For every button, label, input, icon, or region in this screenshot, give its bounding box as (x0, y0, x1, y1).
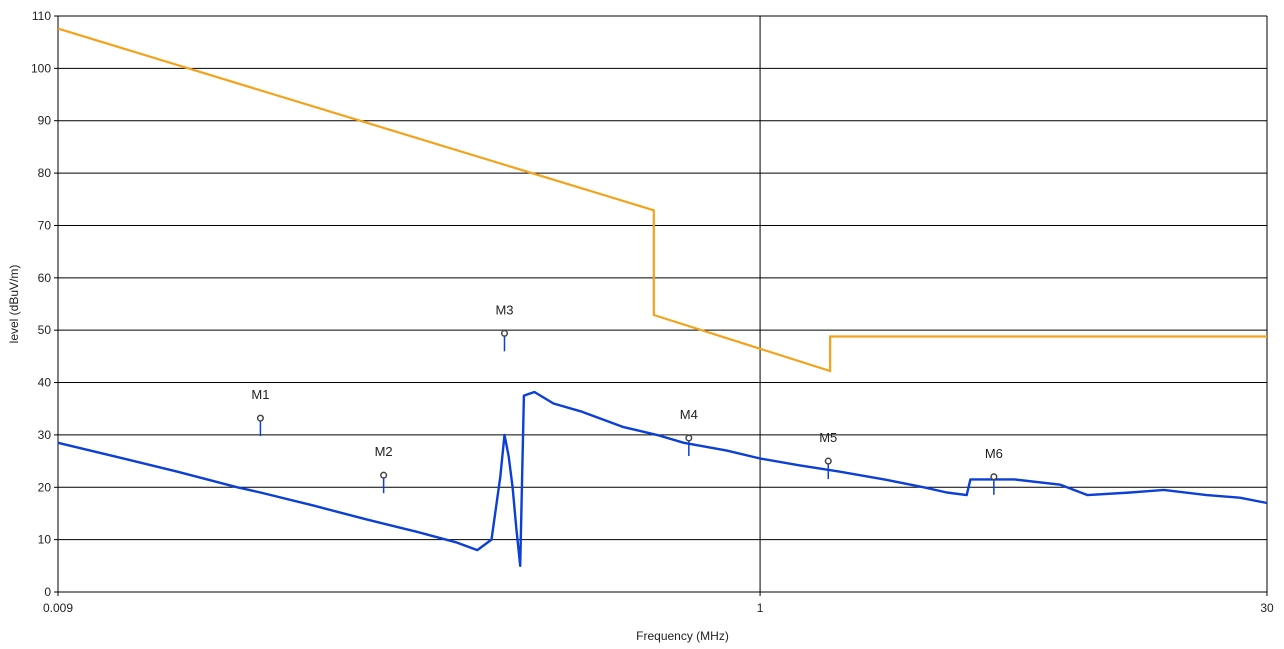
y-tick-label: 110 (32, 9, 51, 23)
x-tick-label: 0.009 (43, 601, 73, 615)
y-tick-label: 50 (38, 323, 52, 337)
marker-label: M2 (375, 444, 393, 459)
marker-dot (256, 414, 264, 422)
x-axis-title: Frequency (MHz) (636, 629, 729, 643)
plot-area: M1 M2 M3 M4 M5 M6 0 10 20 30 40 50 60 70 80 90 100 110 0.… (31, 9, 1274, 615)
x-tick-label: 1 (757, 601, 764, 615)
y-tick-label: 10 (38, 533, 52, 547)
series-layer (57, 27, 1268, 567)
grid (57, 15, 1268, 593)
limit-line (57, 27, 1267, 373)
tick-labels: 0 10 20 30 40 50 60 70 80 90 100 110 0.009 1 30 (31, 9, 1274, 615)
marker-dot (500, 329, 509, 337)
marker-dot (990, 473, 998, 481)
y-axis-title: level (dBuV/m) (7, 265, 21, 344)
marker-dot (380, 471, 388, 479)
axes (54, 15, 1268, 596)
y-tick-label: 90 (38, 114, 52, 128)
x-tick-label: 30 (1260, 601, 1274, 615)
y-tick-label: 30 (38, 428, 52, 442)
markers-layer: M1 M2 M3 M4 M5 M6 (251, 302, 1003, 495)
marker-label: M4 (680, 407, 698, 422)
marker-label: M6 (985, 446, 1003, 461)
y-tick-label: 40 (38, 376, 52, 390)
marker-label: M5 (819, 430, 837, 445)
y-tick-label: 60 (38, 271, 52, 285)
marker-label: M1 (251, 387, 269, 402)
marker-dot (824, 457, 832, 465)
y-tick-label: 0 (44, 585, 51, 599)
marker-label: M3 (495, 302, 513, 317)
measurement-trace (57, 390, 1268, 567)
y-tick-label: 100 (31, 61, 51, 75)
y-tick-label: 20 (38, 480, 52, 494)
y-tick-label: 80 (38, 166, 52, 180)
y-tick-label: 70 (38, 218, 52, 232)
marker-dot (685, 434, 693, 442)
